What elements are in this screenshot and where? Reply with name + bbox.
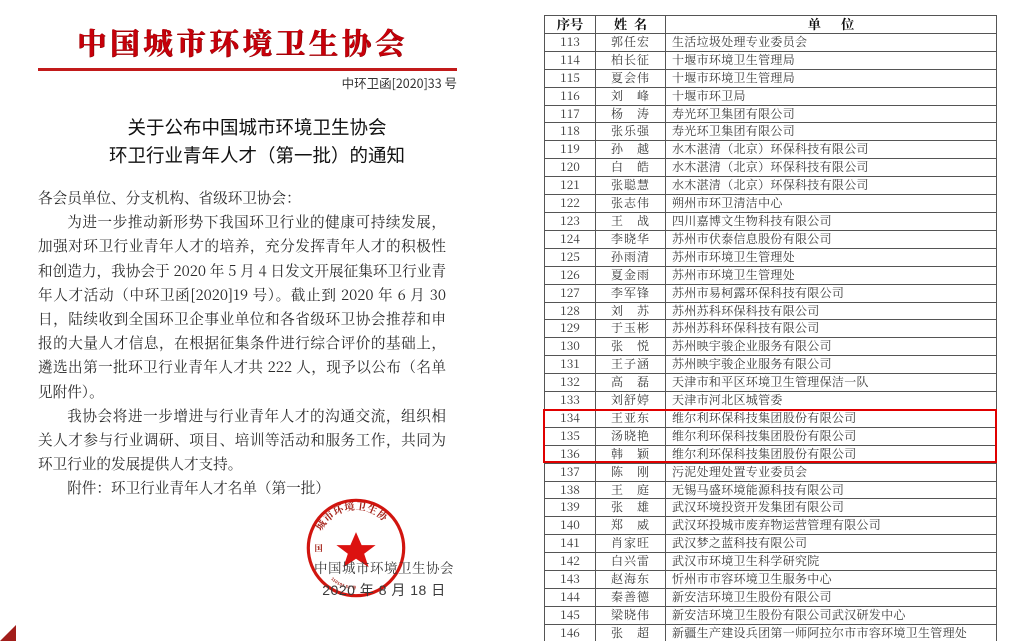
svg-text:国: 国 <box>315 543 323 554</box>
svg-text:城市环境卫生协: 城市环境卫生协 <box>311 498 392 533</box>
